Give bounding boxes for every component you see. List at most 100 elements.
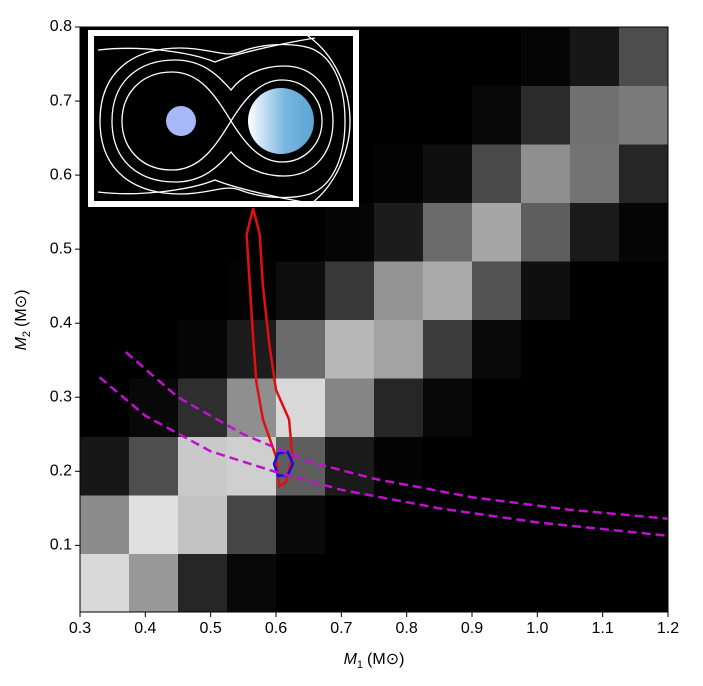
heatmap-cell [472,27,522,86]
heatmap-cell [325,261,375,320]
donor-star [166,106,196,136]
heatmap-cell [521,553,571,613]
heatmap-cell [570,436,620,496]
heatmap-cell [472,144,522,203]
heatmap-cell [423,553,473,613]
heatmap-cell [521,27,571,86]
plot-frame [79,26,669,613]
heatmap-cell [129,436,179,496]
heatmap-cell [472,436,522,496]
heatmap-cell [325,436,375,496]
x-tick-label: 1.2 [657,620,679,637]
heatmap-cell [276,319,326,379]
heatmap-cell [374,27,424,86]
accretor-star [248,88,314,154]
heatmap-cell [129,319,179,379]
heatmap-cell [472,553,522,613]
heatmap-cell [423,27,473,86]
series-line [98,376,669,537]
x-tick-label: 1.1 [592,620,614,637]
heatmap [80,27,669,613]
y-tick-label: 0.1 [50,537,72,554]
heatmap-cell [619,144,669,203]
heatmap-cell [570,85,620,145]
roche-contours [97,36,351,201]
heatmap-cell [178,261,228,320]
heatmap-cell [619,553,669,613]
heatmap-cell [129,261,179,320]
heatmap-cell [570,553,620,613]
y-tick-label: 0.6 [50,166,72,183]
x-tick-label: 1.0 [526,620,548,637]
heatmap-cell [80,436,130,496]
heatmap-cell [325,378,375,437]
inset [88,30,359,207]
x-tick-label: 0.6 [265,620,287,637]
heatmap-cell [423,495,473,554]
series-line [245,208,294,489]
heatmap-cell [521,378,571,437]
heatmap-cell [374,85,424,145]
heatmap-cell [374,319,424,379]
heatmap-cell [472,85,522,145]
y-tick-label: 0.8 [50,18,72,35]
overlay-lines [98,208,669,537]
heatmap-cell [80,202,130,262]
y-tick-label: 0.7 [50,92,72,109]
heatmap-cell [227,378,277,437]
heatmap-cell [570,319,620,379]
heatmap-cell [178,495,228,554]
x-tick-label: 0.7 [330,620,352,637]
heatmap-cell [374,553,424,613]
heatmap-cell [80,495,130,554]
heatmap-cell [619,319,669,379]
heatmap-cell [178,202,228,262]
heatmap-cell [423,378,473,437]
heatmap-cell [178,378,228,437]
y-tick-label: 0.3 [50,388,72,405]
heatmap-cell [178,553,228,613]
y-label-symbol: M [13,336,30,350]
heatmap-cell [619,261,669,320]
heatmap-cell [423,144,473,203]
heatmap-cell [227,436,277,496]
heatmap-cell [570,261,620,320]
heatmap-cell [570,144,620,203]
heatmap-cell [619,495,669,554]
x-label-symbol: M [344,651,358,668]
heatmap-cell [276,553,326,613]
heatmap-cell [619,85,669,145]
heatmap-cell [619,436,669,496]
heatmap-cell [472,495,522,554]
heatmap-cell [129,495,179,554]
heatmap-cell [521,85,571,145]
heatmap-cell [178,319,228,379]
y-tick-label: 0.5 [50,240,72,257]
heatmap-cell [325,319,375,379]
x-tick-label: 0.3 [69,620,91,637]
y-label-unit: (M⊙) [13,290,30,327]
heatmap-cell [423,261,473,320]
heatmap-cell [129,553,179,613]
y-axis-label: M2 (M⊙) [13,290,33,351]
heatmap-cell [178,436,228,496]
heatmap-cell [227,495,277,554]
heatmap-cell [570,495,620,554]
heatmap-cell [276,261,326,320]
heatmap-cell [570,27,620,86]
heatmap-cell [374,495,424,554]
x-tick-label: 0.4 [134,620,156,637]
heatmap-cell [374,144,424,203]
heatmap-cell [374,261,424,320]
heatmap-cell [472,261,522,320]
x-label-unit: (M⊙) [367,651,404,668]
series-line [124,351,669,520]
heatmap-cell [80,378,130,437]
heatmap-cell [276,202,326,262]
x-tick-label: 0.5 [200,620,222,637]
heatmap-cell [521,144,571,203]
heatmap-cell [619,378,669,437]
heatmap-cell [374,378,424,437]
